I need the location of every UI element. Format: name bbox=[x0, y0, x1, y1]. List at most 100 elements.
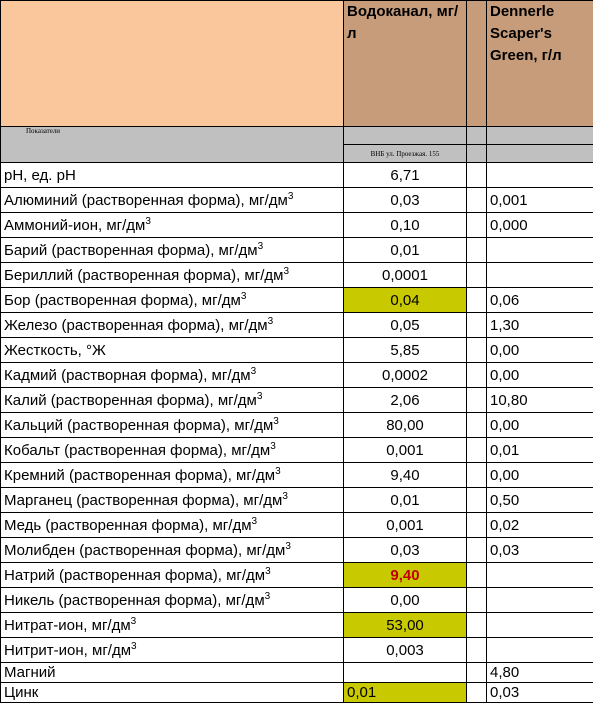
data-row: Калий (растворенная форма), мг/дм3 2,06 10… bbox=[0, 387, 593, 413]
data-row: Кремний (растворенная форма), мг/дм3 9,40… bbox=[0, 462, 593, 488]
value-cell: 0,03 bbox=[343, 537, 467, 563]
superscript: 3 bbox=[250, 366, 257, 377]
value-cell: 0,00 bbox=[486, 462, 593, 488]
label-row: ВНБ ул. Проезжая. 155 bbox=[1, 144, 593, 163]
data-row: Нитрит-ион, мг/дм3 0,003 bbox=[0, 637, 593, 663]
parameter-cell: Алюминий (растворенная форма), мг/дм3 bbox=[0, 187, 344, 213]
value-cell bbox=[486, 612, 593, 638]
superscript: 3 bbox=[264, 591, 271, 602]
cell bbox=[466, 662, 487, 683]
data-row: Нитрат-ион, мг/дм3 53,00 bbox=[0, 612, 593, 638]
value-cell bbox=[486, 562, 593, 588]
data-row: Кобальт (растворенная форма), мг/дм3 0,00… bbox=[0, 437, 593, 463]
parameter-name: Никель (растворенная форма), мг/дм bbox=[4, 592, 265, 609]
cell bbox=[466, 162, 487, 188]
parameter-cell: Аммоний-ион, мг/дм3 bbox=[0, 212, 344, 238]
parameter-cell: Барий (растворенная форма), мг/дм3 bbox=[0, 237, 344, 263]
parameter-name: Нитрат-ион, мг/дм bbox=[4, 617, 131, 634]
parameter-cell: Молибден (растворенная форма), мг/дм3 bbox=[0, 537, 344, 563]
value-cell: 0,0001 bbox=[343, 262, 467, 288]
parameter-name: Кальций (растворенная форма), мг/дм bbox=[4, 417, 274, 434]
superscript: 3 bbox=[240, 291, 247, 302]
cell bbox=[343, 126, 467, 145]
cell bbox=[466, 287, 487, 313]
cell bbox=[466, 212, 487, 238]
parameter-name: Аммоний-ион, мг/дм bbox=[4, 217, 146, 234]
superscript: 3 bbox=[283, 266, 290, 277]
data-row: Жесткость, °Ж 5,85 0,00 bbox=[0, 337, 593, 363]
superscript: 3 bbox=[273, 416, 279, 427]
value-cell: 0,00 bbox=[486, 412, 593, 438]
parameter-name: Медь (растворенная форма), мг/дм bbox=[4, 517, 252, 534]
parameter-name: Марганец (растворенная форма), мг/дм bbox=[4, 492, 283, 509]
value-cell: 1,30 bbox=[486, 312, 593, 338]
parameter-cell: Натрий (растворенная форма), мг/дм3 bbox=[0, 562, 344, 588]
superscript: 3 bbox=[131, 641, 137, 652]
cell bbox=[466, 262, 487, 288]
parameter-name: Калий (растворенная форма), мг/дм bbox=[4, 392, 257, 409]
parameter-name: Натрий (растворенная форма), мг/дм bbox=[4, 567, 266, 584]
parameter-cell: Нитрат-ион, мг/дм3 bbox=[0, 612, 344, 638]
value-cell: 0,0002 bbox=[343, 362, 467, 388]
parameter-cell: Кальций (растворенная форма), мг/дм3 bbox=[0, 412, 344, 438]
label-row: Показатели bbox=[0, 126, 593, 163]
parameter-cell: Кремний (растворенная форма), мг/дм3 bbox=[0, 462, 344, 488]
parameter-cell: pH, ед. pH bbox=[0, 162, 344, 188]
data-row: Железо (растворенная форма), мг/дм3 0,05 1… bbox=[0, 312, 593, 338]
label-cell: Показатели bbox=[0, 126, 344, 163]
header-cell: Водоканал, мг/л bbox=[343, 0, 467, 127]
parameter-name: Кремний (растворенная форма), мг/дм bbox=[4, 467, 276, 484]
data-row: Натрий (растворенная форма), мг/дм3 9,40 bbox=[0, 562, 593, 588]
parameter-cell: Цинк bbox=[0, 682, 344, 703]
value-cell: 0,03 bbox=[343, 187, 467, 213]
cell bbox=[466, 512, 487, 538]
cell bbox=[466, 387, 487, 413]
parameter-cell: Кобальт (растворенная форма), мг/дм3 bbox=[0, 437, 344, 463]
value-cell: 0,10 bbox=[343, 212, 467, 238]
parameter-cell: Марганец (растворенная форма), мг/дм3 bbox=[0, 487, 344, 513]
header-row: Водоканал, мг/л Dennerle Scaper's Green,… bbox=[0, 0, 593, 127]
data-row: Марганец (растворенная форма), мг/дм3 0,0… bbox=[0, 487, 593, 513]
parameter-name: Магний bbox=[4, 664, 56, 681]
value-cell: 10,80 bbox=[486, 387, 593, 413]
value-cell bbox=[486, 162, 593, 188]
value-cell bbox=[486, 587, 593, 613]
header-cell bbox=[0, 0, 344, 127]
parameter-cell: Медь (растворенная форма), мг/дм3 bbox=[0, 512, 344, 538]
data-row: Никель (растворенная форма), мг/дм3 0,00 bbox=[0, 587, 593, 613]
superscript: 3 bbox=[130, 616, 137, 627]
parameter-cell: Жесткость, °Ж bbox=[0, 337, 344, 363]
value-cell: 0,50 bbox=[486, 487, 593, 513]
parameter-name: Алюминий (растворенная форма), мг/дм bbox=[4, 192, 288, 209]
value-cell: 4,80 bbox=[486, 662, 593, 683]
value-cell bbox=[486, 237, 593, 263]
header-cell: Dennerle Scaper's Green, г/л bbox=[486, 0, 593, 127]
cell bbox=[466, 637, 487, 663]
value-cell: 6,71 bbox=[343, 162, 467, 188]
value-cell: 0,03 bbox=[486, 682, 593, 703]
superscript: 3 bbox=[257, 241, 264, 252]
value-cell: 53,00 bbox=[343, 612, 467, 638]
value-cell: 0,01 bbox=[343, 237, 467, 263]
value-cell: 0,003 bbox=[343, 637, 467, 663]
parameter-cell: Железо (растворенная форма), мг/дм3 bbox=[0, 312, 344, 338]
cell bbox=[466, 237, 487, 263]
superscript: 3 bbox=[275, 466, 281, 477]
parameter-name: Жесткость, °Ж bbox=[4, 341, 106, 359]
data-row: Барий (растворенная форма), мг/дм3 0,01 bbox=[0, 237, 593, 263]
data-row: Цинк 0,01 0,03 bbox=[0, 682, 593, 703]
cell bbox=[486, 126, 593, 145]
parameter-cell: Калий (растворенная форма), мг/дм3 bbox=[0, 387, 344, 413]
value-cell bbox=[486, 262, 593, 288]
cell bbox=[466, 537, 487, 563]
cell bbox=[466, 144, 487, 163]
value-cell: 9,40 bbox=[343, 462, 467, 488]
data-row: Кальций (растворенная форма), мг/дм3 80,0… bbox=[0, 412, 593, 438]
cell bbox=[466, 312, 487, 338]
cell bbox=[466, 337, 487, 363]
data-row: Бор (растворенная форма), мг/дм3 0,04 0,06 bbox=[0, 287, 593, 313]
parameter-name: Цинк bbox=[4, 684, 39, 701]
cell bbox=[466, 612, 487, 638]
